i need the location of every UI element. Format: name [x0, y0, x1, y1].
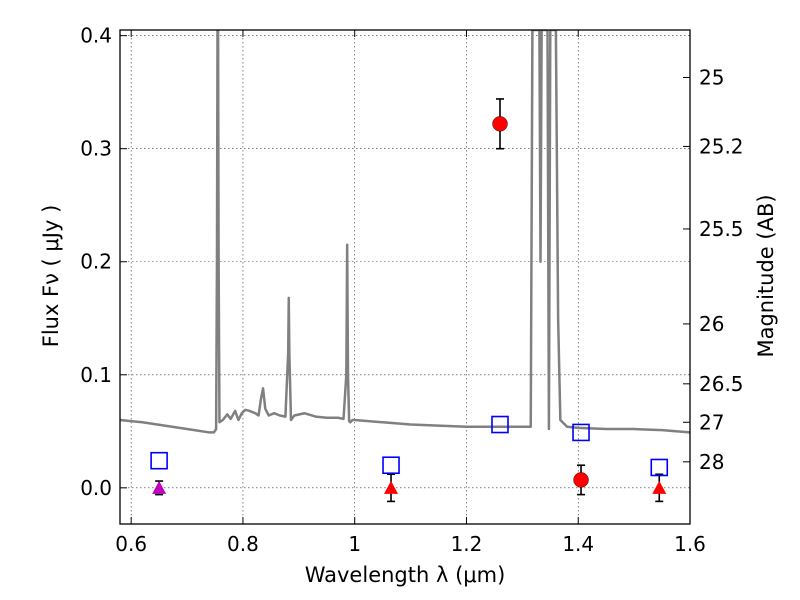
upper-limit-triangle — [384, 480, 399, 494]
right-tick-label: 26.5 — [699, 372, 744, 396]
right-tick-label: 25.2 — [699, 134, 744, 158]
y-tick-label: 0.3 — [80, 137, 112, 161]
x-tick-label: 1.4 — [562, 532, 594, 556]
x-tick-label: 0.8 — [227, 532, 259, 556]
x-tick-label: 1.2 — [451, 532, 483, 556]
model-photometry-square — [150, 451, 168, 470]
right-tick-label: 25.5 — [699, 217, 744, 241]
grid-lines — [120, 30, 690, 524]
model-photometry-square — [491, 415, 509, 434]
upper-limit-triangle — [652, 480, 667, 494]
plot-frame — [119, 29, 691, 525]
x-tick-label: 1 — [348, 532, 361, 556]
model-photometry-square — [650, 458, 669, 477]
x-tick-label: 1.6 — [674, 532, 706, 556]
model-photometry-square — [572, 423, 590, 442]
right-axis-label: Magnitude (AB) — [754, 194, 778, 357]
sed-model-layer — [120, 30, 690, 434]
y-tick-label: 0.0 — [80, 476, 112, 500]
upper-limit-triangle — [152, 480, 167, 494]
right-tick-label: 27 — [699, 410, 724, 434]
detection-point — [573, 472, 589, 488]
right-tick-label: 25 — [699, 65, 724, 89]
x-tick-label: 0.6 — [115, 532, 147, 556]
axis-ticks: 0.6 0.8 1 1.2 1.4 1.6 0.0 0.1 0.2 0.3 0.4 25 25.2 25.… — [80, 24, 743, 556]
sed-model-line — [120, 30, 690, 434]
data-markers — [150, 98, 669, 503]
y-axis-label: Flux Fν ( μJy ) — [39, 205, 63, 348]
y-tick-label: 0.2 — [80, 250, 112, 274]
model-photometry-square — [382, 456, 400, 475]
right-tick-label: 26 — [699, 312, 724, 336]
right-tick-label: 28 — [699, 450, 724, 474]
y-tick-label: 0.4 — [80, 24, 112, 48]
detection-point — [492, 116, 508, 132]
y-tick-label: 0.1 — [80, 363, 112, 387]
x-axis-label: Wavelength λ (μm) — [305, 563, 506, 587]
